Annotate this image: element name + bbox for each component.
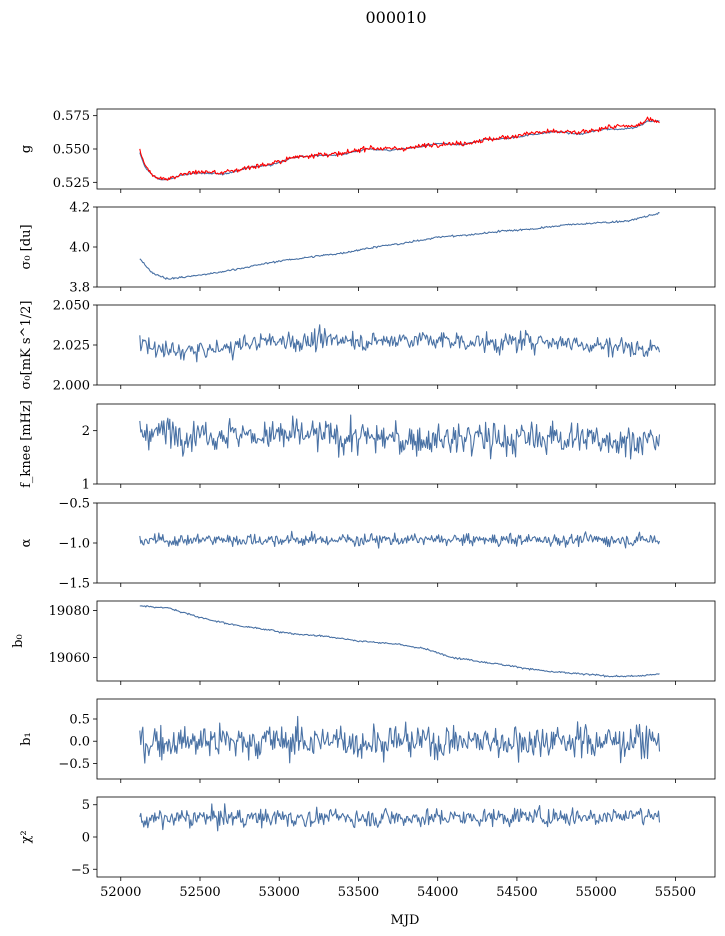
panel-chi2: −5 0 5 52000 53000 53500 54000 54500 55000 55500 5… [19, 796, 716, 900]
y-tick-label-sigma0-du: 3.8 [69, 281, 90, 296]
series-line-g-0 [139, 119, 660, 181]
y-axis-label-alpha: α [19, 538, 34, 547]
axes-frame-sigma0-du [96, 206, 716, 288]
y-tick-label-b1: 0.0 [69, 735, 90, 750]
y-tick-label-chi2: 0 [82, 831, 90, 846]
x-axis-label: MJD [391, 913, 420, 928]
axes-frame-b0 [96, 600, 716, 682]
y-axis-label-sigma0-mks: σ₀[mK s^1/2] [19, 301, 34, 390]
panel-sigma0-du: 3.8 4.0 4.2 σ₀ [du] [19, 201, 716, 296]
y-tick-label-b1: −0.5 [58, 757, 90, 772]
y-tick-label-sigma0-mks: 2.050 [53, 299, 90, 314]
y-tick-label-alpha: −0.5 [58, 497, 90, 512]
y-tick-label-chi2: −5 [71, 863, 90, 878]
y-tick-label-alpha: −1.0 [58, 537, 90, 552]
series-line-b1-0 [139, 715, 661, 764]
figure-title: 000010 [365, 8, 426, 27]
series-line-fknee-0 [139, 414, 661, 460]
y-tick-label-chi2: 5 [82, 798, 90, 813]
axes-frame-chi2 [96, 796, 716, 878]
panel-g: 0.525 0.550 0.575 g [19, 108, 716, 193]
panel-b0: 19060 19080 b₀ [11, 600, 716, 685]
x-tick-label: 54500 [496, 885, 537, 900]
x-tick-label: 55000 [575, 885, 616, 900]
axes-frame-alpha [96, 502, 716, 584]
panel-sigma0-mks: 2.000 2.025 2.050 σ₀[mK s^1/2] [19, 299, 716, 394]
x-tick-label: 53000 [259, 885, 300, 900]
y-tick-label-sigma0-mks: 2.025 [53, 339, 90, 354]
panel-b1: −0.5 0.0 0.5 b₁ [19, 698, 716, 783]
series-line-g-1 [139, 116, 660, 181]
series-line-chi2-0 [139, 803, 661, 832]
y-axis-label-chi2: χ² [19, 830, 34, 843]
y-axis-label-sigma0-du: σ₀ [du] [19, 224, 34, 269]
x-tick-label: 52000 [100, 885, 141, 900]
x-tick-label: 53500 [338, 885, 379, 900]
y-tick-label-b0: 19060 [49, 651, 90, 666]
y-axis-label-b1: b₁ [19, 732, 34, 746]
y-axis-label-g: g [19, 145, 34, 153]
y-tick-label-alpha: −1.5 [58, 577, 90, 592]
y-tick-label-fknee: 2 [82, 424, 90, 439]
series-line-sigma0-du-0 [139, 211, 660, 280]
panel-alpha: −1.5 −1.0 −0.5 α [19, 497, 716, 592]
series-line-alpha-0 [139, 530, 661, 549]
y-axis-label-b0: b₀ [11, 634, 26, 648]
y-tick-label-g: 0.550 [53, 143, 90, 158]
y-tick-label-sigma0-du: 4.2 [69, 201, 90, 216]
y-tick-label-b0: 19080 [49, 604, 90, 619]
y-tick-label-sigma0-du: 4.0 [69, 241, 90, 256]
series-line-sigma0-mks-0 [139, 324, 661, 363]
y-tick-label-g: 0.575 [53, 109, 90, 124]
y-tick-label-fknee: 1 [82, 478, 90, 493]
x-tick-label: 55500 [655, 885, 696, 900]
axes-frame-b1 [96, 698, 716, 780]
x-tick-label: 54000 [417, 885, 458, 900]
y-tick-label-g: 0.525 [53, 176, 90, 191]
axes-frame-fknee [96, 403, 716, 485]
panel-fknee: 1 2 f_knee [mHz] [19, 400, 716, 493]
x-tick-label: 52500 [179, 885, 220, 900]
series-line-b0-0 [139, 605, 660, 678]
y-axis-label-fknee: f_knee [mHz] [19, 400, 34, 488]
y-tick-label-b1: 0.5 [69, 713, 90, 728]
y-tick-label-sigma0-mks: 2.000 [53, 379, 90, 394]
